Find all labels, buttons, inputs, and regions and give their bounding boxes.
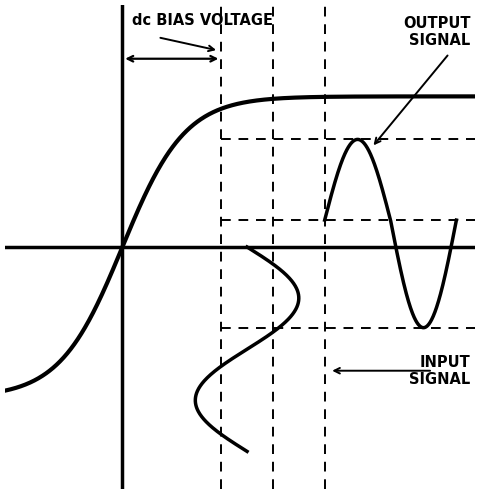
Text: INPUT
SIGNAL: INPUT SIGNAL bbox=[409, 355, 470, 387]
Text: dc BIAS VOLTAGE: dc BIAS VOLTAGE bbox=[132, 13, 273, 28]
Text: OUTPUT
SIGNAL: OUTPUT SIGNAL bbox=[403, 16, 470, 48]
